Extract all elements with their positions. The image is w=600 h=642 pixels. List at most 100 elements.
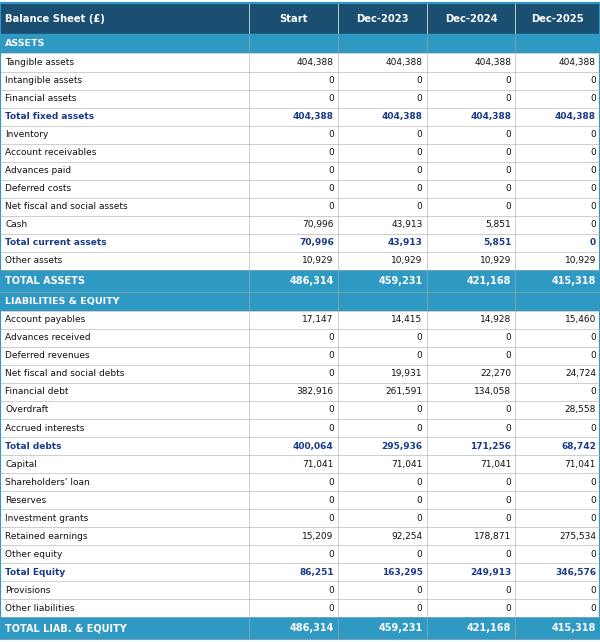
Text: 415,318: 415,318 xyxy=(551,623,596,633)
Text: 0: 0 xyxy=(590,130,596,139)
Bar xyxy=(0,618,600,639)
Text: 15,460: 15,460 xyxy=(565,315,596,324)
Bar xyxy=(0,234,600,252)
Text: 0: 0 xyxy=(506,333,511,342)
Text: 0: 0 xyxy=(590,604,596,613)
Bar xyxy=(0,162,600,180)
Text: 0: 0 xyxy=(590,387,596,396)
Text: 0: 0 xyxy=(417,184,422,193)
Text: Net fiscal and social debts: Net fiscal and social debts xyxy=(5,369,124,378)
Text: 10,929: 10,929 xyxy=(480,256,511,265)
Text: 0: 0 xyxy=(506,202,511,211)
Bar xyxy=(0,329,600,347)
Text: 0: 0 xyxy=(417,514,422,523)
Bar xyxy=(0,144,600,162)
Text: Deferred costs: Deferred costs xyxy=(5,184,71,193)
Bar xyxy=(0,3,600,34)
Text: Financial debt: Financial debt xyxy=(5,387,68,396)
Bar xyxy=(0,252,600,270)
Bar xyxy=(0,198,600,216)
Text: 0: 0 xyxy=(506,166,511,175)
Text: 0: 0 xyxy=(328,130,334,139)
Text: Overdraft: Overdraft xyxy=(5,406,49,415)
Bar xyxy=(0,90,600,108)
Text: 178,871: 178,871 xyxy=(474,532,511,541)
Text: 382,916: 382,916 xyxy=(296,387,334,396)
Text: 0: 0 xyxy=(328,604,334,613)
Text: 404,388: 404,388 xyxy=(470,112,511,121)
Text: 0: 0 xyxy=(506,76,511,85)
Text: 0: 0 xyxy=(328,94,334,103)
Text: 14,415: 14,415 xyxy=(391,315,422,324)
Text: 0: 0 xyxy=(506,351,511,360)
Text: 0: 0 xyxy=(328,514,334,523)
Text: Other equity: Other equity xyxy=(5,550,62,559)
Text: 0: 0 xyxy=(506,148,511,157)
Text: 0: 0 xyxy=(417,202,422,211)
Text: 71,041: 71,041 xyxy=(302,460,334,469)
Text: 71,041: 71,041 xyxy=(565,460,596,469)
Text: 70,996: 70,996 xyxy=(302,220,334,229)
Text: Total fixed assets: Total fixed assets xyxy=(5,112,94,121)
Text: 0: 0 xyxy=(328,550,334,559)
Text: 261,591: 261,591 xyxy=(385,387,422,396)
Text: Retained earnings: Retained earnings xyxy=(5,532,88,541)
Text: Account receivables: Account receivables xyxy=(5,148,97,157)
Text: 0: 0 xyxy=(590,586,596,594)
Text: 0: 0 xyxy=(506,130,511,139)
Text: 0: 0 xyxy=(590,514,596,523)
Text: 0: 0 xyxy=(328,351,334,360)
Text: 14,928: 14,928 xyxy=(480,315,511,324)
Text: 0: 0 xyxy=(417,586,422,594)
Text: 0: 0 xyxy=(506,586,511,594)
Text: 68,742: 68,742 xyxy=(561,442,596,451)
Text: 0: 0 xyxy=(328,184,334,193)
Text: 0: 0 xyxy=(590,148,596,157)
Text: 0: 0 xyxy=(506,514,511,523)
Text: 0: 0 xyxy=(590,184,596,193)
Bar xyxy=(0,71,600,90)
Text: 22,270: 22,270 xyxy=(480,369,511,378)
Text: Accrued interests: Accrued interests xyxy=(5,424,85,433)
Bar xyxy=(0,347,600,365)
Text: 346,576: 346,576 xyxy=(555,568,596,577)
Bar xyxy=(0,491,600,509)
Text: Account payables: Account payables xyxy=(5,315,85,324)
Text: 0: 0 xyxy=(417,550,422,559)
Text: 404,388: 404,388 xyxy=(297,58,334,67)
Text: Provisions: Provisions xyxy=(5,586,50,594)
Text: 0: 0 xyxy=(590,424,596,433)
Bar xyxy=(0,216,600,234)
Text: 0: 0 xyxy=(506,496,511,505)
Text: 0: 0 xyxy=(417,148,422,157)
Text: 0: 0 xyxy=(590,478,596,487)
Bar xyxy=(0,365,600,383)
Text: 163,295: 163,295 xyxy=(382,568,422,577)
Text: 92,254: 92,254 xyxy=(391,532,422,541)
Bar xyxy=(0,108,600,126)
Text: 0: 0 xyxy=(328,202,334,211)
Text: 0: 0 xyxy=(328,76,334,85)
Bar xyxy=(0,126,600,144)
Text: TOTAL LIAB. & EQUITY: TOTAL LIAB. & EQUITY xyxy=(5,623,127,633)
Bar xyxy=(0,180,600,198)
Bar xyxy=(0,270,600,291)
Text: 0: 0 xyxy=(417,94,422,103)
Text: 0: 0 xyxy=(328,148,334,157)
Text: 0: 0 xyxy=(417,333,422,342)
Text: 0: 0 xyxy=(417,424,422,433)
Text: Dec-2025: Dec-2025 xyxy=(532,13,584,24)
Text: 5,851: 5,851 xyxy=(483,238,511,247)
Text: 43,913: 43,913 xyxy=(388,238,422,247)
Text: 71,041: 71,041 xyxy=(480,460,511,469)
Text: 0: 0 xyxy=(590,351,596,360)
Text: 0: 0 xyxy=(590,238,596,247)
Text: 0: 0 xyxy=(590,202,596,211)
Text: 249,913: 249,913 xyxy=(470,568,511,577)
Text: 0: 0 xyxy=(417,130,422,139)
Bar xyxy=(0,509,600,527)
Text: 71,041: 71,041 xyxy=(391,460,422,469)
Text: Intangible assets: Intangible assets xyxy=(5,76,82,85)
Text: 0: 0 xyxy=(328,586,334,594)
Text: 24,724: 24,724 xyxy=(565,369,596,378)
